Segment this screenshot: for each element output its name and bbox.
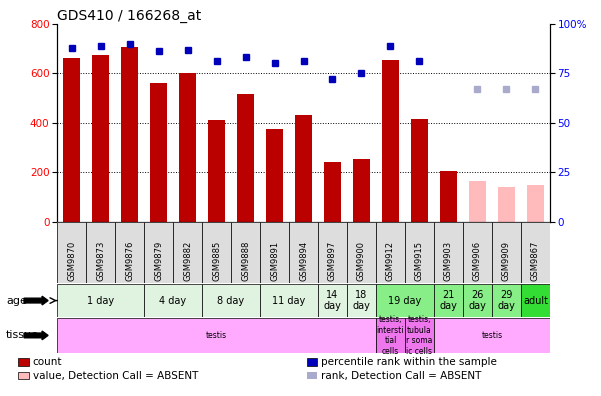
Bar — [463, 284, 492, 317]
Bar — [144, 284, 202, 317]
Bar — [63, 58, 81, 222]
Text: 14
day: 14 day — [323, 290, 341, 311]
Bar — [526, 185, 544, 222]
Bar — [202, 222, 231, 283]
Bar — [405, 318, 434, 353]
Text: testis,
tubula
r soma
ic cells: testis, tubula r soma ic cells — [406, 315, 433, 356]
Text: GSM9909: GSM9909 — [502, 241, 511, 281]
Bar — [231, 222, 260, 283]
Text: 21
day: 21 day — [439, 290, 457, 311]
Text: GSM9897: GSM9897 — [328, 240, 337, 281]
Bar — [86, 222, 115, 283]
Bar — [57, 284, 144, 317]
Bar — [260, 284, 318, 317]
Bar — [307, 372, 317, 379]
Bar — [521, 284, 550, 317]
Bar — [92, 55, 109, 222]
Bar — [376, 318, 405, 353]
Text: adult: adult — [523, 295, 548, 306]
Bar — [150, 83, 167, 222]
Text: testis: testis — [481, 331, 502, 340]
Bar — [18, 358, 28, 366]
Bar — [144, 222, 173, 283]
Text: testis: testis — [206, 331, 227, 340]
Bar — [324, 162, 341, 222]
Bar — [266, 129, 283, 222]
Bar — [382, 60, 399, 222]
Text: percentile rank within the sample: percentile rank within the sample — [322, 357, 497, 367]
Bar — [260, 222, 289, 283]
Bar — [202, 284, 260, 317]
Text: 1 day: 1 day — [87, 295, 114, 306]
Bar — [347, 284, 376, 317]
Text: 29
day: 29 day — [498, 290, 516, 311]
Text: GSM9906: GSM9906 — [473, 240, 482, 281]
Bar — [57, 318, 376, 353]
Bar — [376, 222, 405, 283]
Text: GDS410 / 166268_at: GDS410 / 166268_at — [57, 9, 201, 23]
Bar — [307, 358, 317, 366]
Bar — [57, 222, 86, 283]
Bar — [295, 115, 312, 222]
Bar — [469, 181, 486, 222]
Bar — [18, 372, 28, 379]
Bar — [440, 171, 457, 222]
Text: testis,
intersti
tial
cells: testis, intersti tial cells — [377, 315, 404, 356]
Bar — [434, 284, 463, 317]
Text: GSM9870: GSM9870 — [67, 240, 76, 281]
Bar — [492, 222, 521, 283]
Text: 4 day: 4 day — [159, 295, 187, 306]
Bar — [318, 222, 347, 283]
Bar — [289, 222, 318, 283]
Text: 11 day: 11 day — [272, 295, 306, 306]
Bar — [353, 159, 370, 222]
Bar — [410, 119, 428, 222]
Bar — [376, 284, 434, 317]
Bar — [179, 73, 197, 222]
Text: count: count — [32, 357, 62, 367]
Text: GSM9885: GSM9885 — [212, 240, 221, 281]
Text: GSM9876: GSM9876 — [125, 240, 134, 281]
Text: GSM9894: GSM9894 — [299, 240, 308, 281]
Bar — [115, 222, 144, 283]
Text: GSM9867: GSM9867 — [531, 240, 540, 281]
Text: GSM9888: GSM9888 — [241, 240, 250, 281]
Bar — [492, 284, 521, 317]
Text: 26
day: 26 day — [469, 290, 486, 311]
Text: GSM9903: GSM9903 — [444, 240, 453, 281]
Text: 19 day: 19 day — [388, 295, 421, 306]
Bar — [405, 222, 434, 283]
Bar — [434, 318, 550, 353]
Text: GSM9882: GSM9882 — [183, 240, 192, 281]
Text: GSM9891: GSM9891 — [270, 240, 279, 281]
Text: GSM9915: GSM9915 — [415, 241, 424, 281]
Text: rank, Detection Call = ABSENT: rank, Detection Call = ABSENT — [322, 371, 481, 381]
Text: tissue: tissue — [6, 330, 39, 341]
Text: GSM9873: GSM9873 — [96, 240, 105, 281]
Bar — [208, 120, 225, 222]
Bar — [434, 222, 463, 283]
Bar — [173, 222, 202, 283]
Bar — [237, 94, 254, 222]
Text: GSM9912: GSM9912 — [386, 241, 395, 281]
Text: GSM9879: GSM9879 — [154, 240, 163, 281]
Bar — [498, 187, 515, 222]
Bar — [347, 222, 376, 283]
Text: GSM9900: GSM9900 — [357, 241, 366, 281]
Text: value, Detection Call = ABSENT: value, Detection Call = ABSENT — [32, 371, 198, 381]
Bar — [121, 47, 138, 222]
Bar — [463, 222, 492, 283]
Text: 18
day: 18 day — [353, 290, 370, 311]
Bar — [318, 284, 347, 317]
Text: 8 day: 8 day — [218, 295, 245, 306]
Text: age: age — [6, 295, 27, 306]
Bar — [521, 222, 550, 283]
